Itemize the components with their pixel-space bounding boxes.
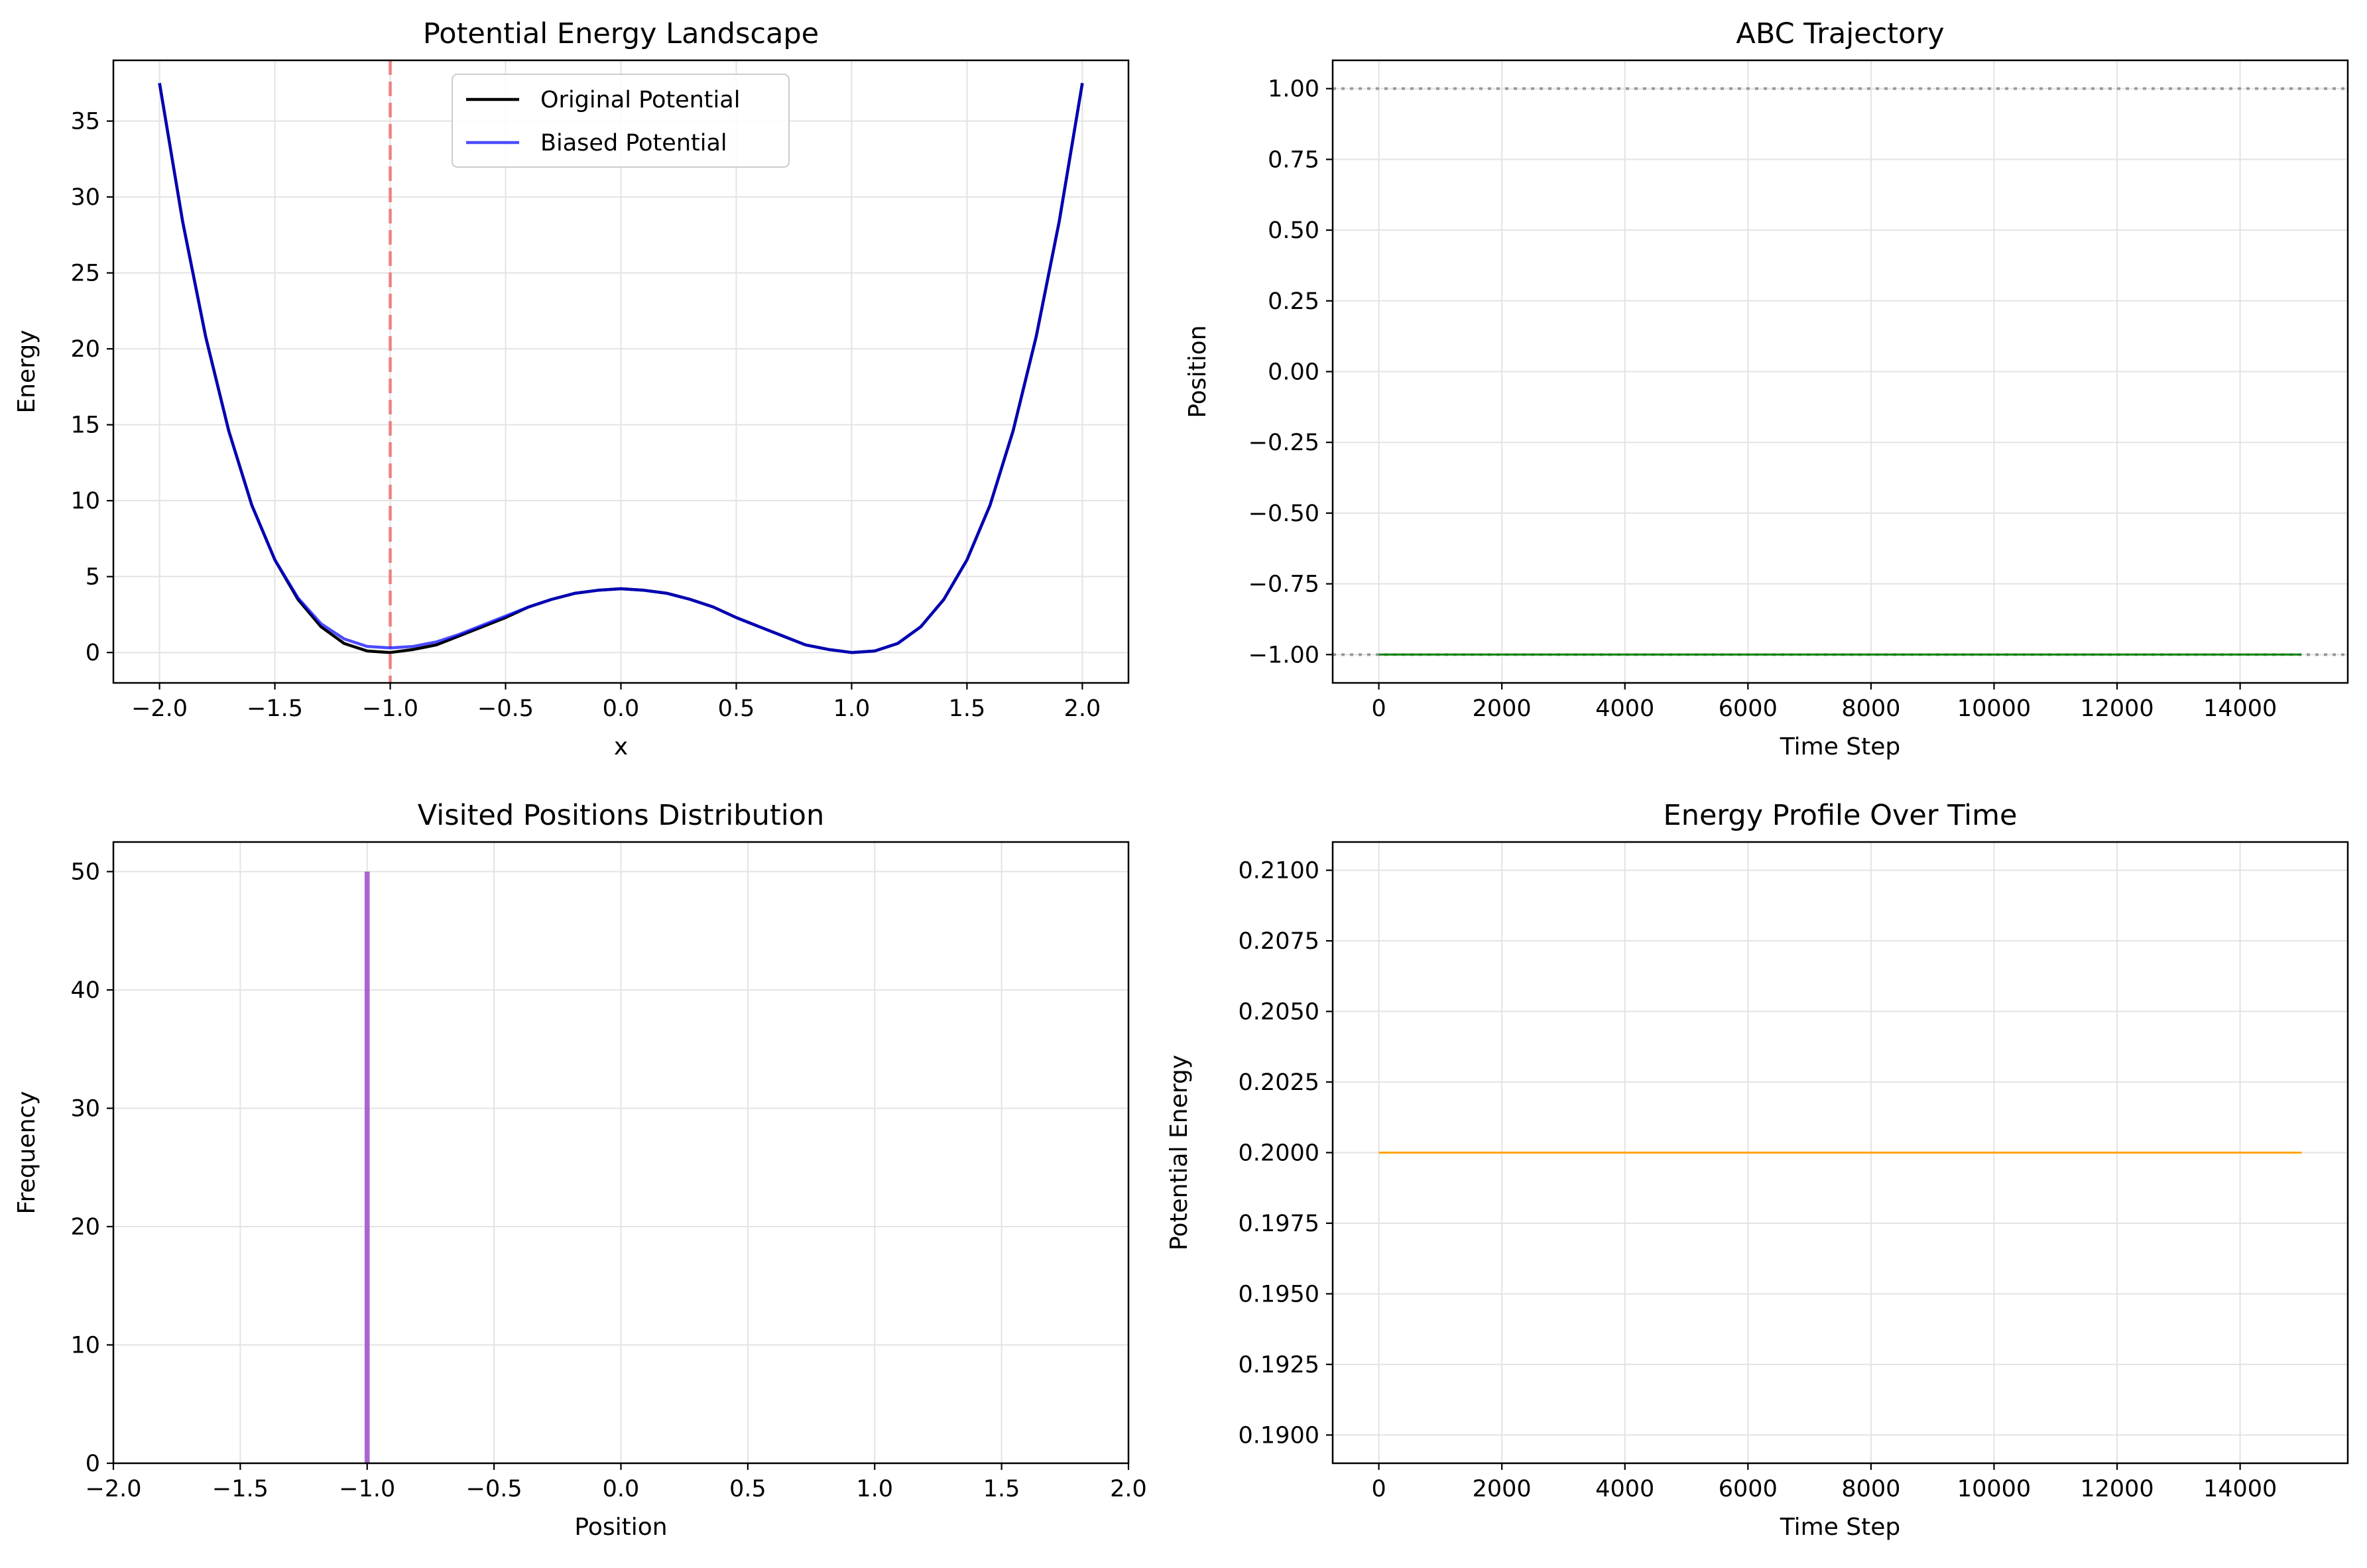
x-tick-label: −1.5 — [212, 1476, 269, 1502]
x-tick-label: 0 — [1371, 1476, 1386, 1502]
x-tick-label: 2000 — [1473, 695, 1532, 722]
y-tick-label: 0.1925 — [1239, 1352, 1319, 1378]
x-axis-label: Time Step — [1780, 1514, 1901, 1541]
plot-data-area — [364, 871, 370, 1463]
y-tick-label: −0.25 — [1248, 430, 1319, 456]
chart-panel-3: −2.0 −1.5 −1.0 −0.5 0.0 0.5 1.0 1.5 2.0 0 10 20 30 40… — [13, 799, 1147, 1541]
x-tick-label: −1.5 — [247, 695, 303, 722]
x-tick-label: 14000 — [2203, 1476, 2277, 1502]
x-tick-label: 4000 — [1595, 1476, 1654, 1502]
chart-title: Visited Positions Distribution — [418, 799, 824, 832]
y-tick-label: 15 — [70, 412, 100, 439]
y-tick-label: 1.00 — [1268, 76, 1319, 103]
y-tick-label: 0.2100 — [1239, 858, 1319, 884]
x-tick-label: −2.0 — [86, 1476, 142, 1502]
x-tick-label: 0.5 — [729, 1476, 766, 1502]
y-tick-label: 25 — [70, 261, 100, 287]
y-tick-label: 0.2050 — [1239, 999, 1319, 1026]
y-tick-label: 35 — [70, 109, 100, 135]
y-tick-label: 0.50 — [1268, 217, 1319, 244]
chart-title: ABC Trajectory — [1736, 17, 1944, 50]
chart-panel-4: 0 2000 4000 6000 8000 10000 12000 14000 0.1900 0.… — [1166, 799, 2349, 1541]
x-tick-label: 0.0 — [603, 695, 640, 722]
x-tick-label: 0.0 — [603, 1476, 640, 1502]
y-tick-label: 5 — [86, 564, 100, 591]
y-tick-label: 0.2025 — [1239, 1069, 1319, 1096]
y-tick-label: 0 — [86, 1451, 100, 1477]
x-tick-label: 10000 — [1957, 695, 2031, 722]
x-tick-label: 12000 — [2080, 695, 2154, 722]
x-axis-label: x — [614, 733, 628, 760]
legend-label-1: Original Potential — [540, 87, 740, 113]
chart-title: Energy Profile Over Time — [1664, 799, 2018, 832]
y-axis-label: Energy — [13, 330, 40, 413]
y-tick-label: 30 — [70, 1096, 100, 1122]
x-tick-label: 1.0 — [833, 695, 871, 722]
x-tick-label: 1.5 — [949, 695, 986, 722]
y-tick-label: 0 — [86, 640, 100, 666]
x-tick-label: −1.0 — [362, 695, 418, 722]
chart-panel-1: −2.0 −1.5 −1.0 −0.5 0.0 0.5 1.0 1.5 2.0 0 5 10 15 20 2… — [13, 17, 1130, 760]
x-tick-label: 1.0 — [856, 1476, 893, 1502]
x-tick-label: 10000 — [1957, 1476, 2031, 1502]
x-tick-label: 2.0 — [1110, 1476, 1147, 1502]
x-tick-label: 8000 — [1841, 695, 1900, 722]
y-axis-label: Position — [1184, 325, 1211, 418]
y-tick-label: 0.1975 — [1239, 1211, 1319, 1237]
y-tick-label: −0.50 — [1248, 501, 1319, 527]
x-axis-label: Position — [574, 1514, 667, 1541]
y-tick-label: 0.25 — [1268, 288, 1319, 315]
y-tick-label: 0.1900 — [1239, 1422, 1319, 1449]
y-tick-label: −0.75 — [1248, 572, 1319, 598]
chart-title: Potential Energy Landscape — [423, 17, 819, 50]
y-tick-label: 0.2075 — [1239, 928, 1319, 955]
series-line-2 — [158, 83, 1084, 654]
x-tick-label: −0.5 — [477, 695, 534, 722]
x-tick-label: 0.5 — [718, 695, 755, 722]
x-tick-label: −0.5 — [466, 1476, 522, 1502]
y-tick-label: 0.75 — [1268, 147, 1319, 173]
y-axis-label: Frequency — [13, 1091, 40, 1215]
y-tick-label: 20 — [70, 336, 100, 363]
plot-data-area — [158, 60, 1084, 683]
y-tick-label: 30 — [70, 184, 100, 211]
x-tick-label: 6000 — [1719, 1476, 1778, 1502]
y-tick-label: 50 — [70, 859, 100, 886]
y-tick-label: 40 — [70, 977, 100, 1004]
x-tick-label: 2.0 — [1064, 695, 1101, 722]
legend-label-2: Biased Potential — [540, 130, 727, 156]
y-tick-label: 10 — [70, 1333, 100, 1359]
y-tick-label: 0.2000 — [1239, 1140, 1319, 1167]
x-tick-label: 6000 — [1719, 695, 1778, 722]
x-tick-label: 2000 — [1473, 1476, 1532, 1502]
x-tick-label: −2.0 — [131, 695, 188, 722]
histogram-bar — [364, 871, 370, 1463]
chart-panel-2: 0 2000 4000 6000 8000 10000 12000 14000 −1.00 −0.… — [1184, 17, 2349, 760]
y-tick-label: −1.00 — [1248, 642, 1319, 668]
x-tick-label: 14000 — [2203, 695, 2277, 722]
x-tick-label: 12000 — [2080, 1476, 2154, 1502]
x-axis-label: Time Step — [1780, 733, 1901, 760]
x-tick-label: 8000 — [1841, 1476, 1900, 1502]
y-tick-label: 20 — [70, 1214, 100, 1240]
legend-box — [452, 74, 790, 168]
x-tick-label: −1.0 — [339, 1476, 395, 1502]
y-tick-label: 0.1950 — [1239, 1281, 1319, 1307]
x-tick-label: 1.5 — [983, 1476, 1020, 1502]
x-tick-label: 4000 — [1595, 695, 1654, 722]
y-axis-label: Potential Energy — [1166, 1055, 1193, 1250]
y-tick-label: 10 — [70, 488, 100, 514]
plot-data-area — [1333, 87, 2348, 656]
y-tick-label: 0.00 — [1268, 359, 1319, 386]
legend: Original Potential Biased Potential — [452, 74, 790, 168]
x-tick-label: 0 — [1371, 695, 1386, 722]
